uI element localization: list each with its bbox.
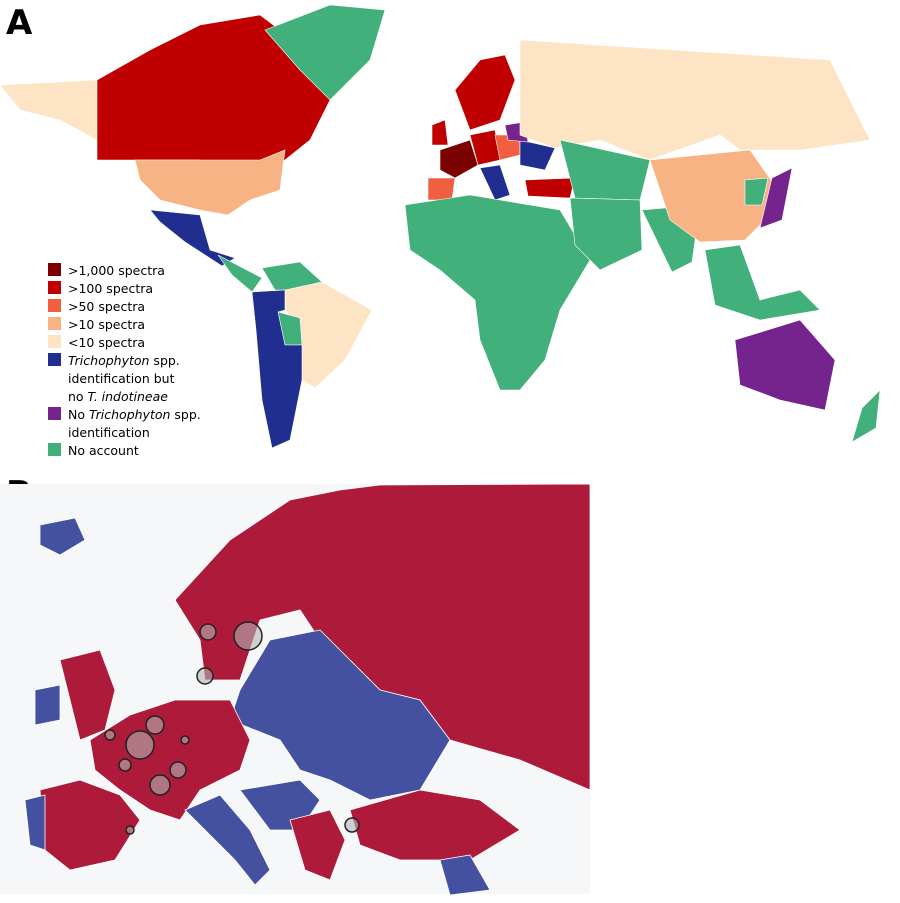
legend-swatch <box>48 263 61 276</box>
turkey <box>524 177 576 199</box>
panel-label: A <box>6 3 33 43</box>
middle-east <box>569 197 643 271</box>
legend-text: no <box>68 389 88 404</box>
iceland <box>39 517 86 556</box>
legend-swatch <box>48 317 61 330</box>
ireland <box>34 684 61 726</box>
site-marker <box>125 825 135 835</box>
legend-label: >10 spectra <box>68 317 145 332</box>
legend-label: >100 spectra <box>68 281 153 296</box>
site-marker <box>125 730 155 760</box>
australia <box>734 319 836 411</box>
legend-text: identification <box>68 425 150 440</box>
greece <box>289 809 346 881</box>
legend-label: no T. indotineae <box>68 389 168 404</box>
legend-swatch <box>48 407 61 420</box>
legend-text: Trichophyton <box>89 407 171 422</box>
west-south-america <box>251 289 303 449</box>
legend-label: Trichophyton spp. <box>68 353 180 368</box>
africa <box>404 194 591 391</box>
legend: >1,000 spectra >100 spectra >50 spectra >10… <box>48 263 201 458</box>
iberia <box>39 779 141 871</box>
legend-text: spp. <box>149 353 179 368</box>
legend-swatch <box>48 281 61 294</box>
legend-swatch <box>48 335 61 348</box>
site-marker <box>145 715 165 735</box>
legend-text: >10 spectra <box>68 317 145 332</box>
legend-text: >100 spectra <box>68 281 153 296</box>
new-zealand <box>851 389 881 443</box>
site-marker <box>104 729 116 741</box>
legend-label: >1,000 spectra <box>68 263 165 278</box>
legend-label: <10 spectra <box>68 335 145 350</box>
legend-text: spp. <box>170 407 200 422</box>
site-marker <box>233 621 263 651</box>
legend-text: >1,000 spectra <box>68 263 165 278</box>
europe-map <box>0 483 591 896</box>
legend-text: No account <box>68 443 139 458</box>
site-marker <box>180 735 190 745</box>
turkey <box>349 789 521 861</box>
legend-label: identification <box>68 425 150 440</box>
italy <box>479 164 511 201</box>
korea <box>744 177 769 206</box>
legend-label: No Trichophyton spp. <box>68 407 201 422</box>
site-marker <box>196 667 214 685</box>
site-marker <box>118 758 132 772</box>
legend-swatch <box>48 299 61 312</box>
russia <box>519 39 871 161</box>
usa <box>134 149 286 216</box>
site-marker <box>199 623 217 641</box>
levant <box>439 854 491 896</box>
ukraine <box>519 139 556 171</box>
italy <box>184 794 271 886</box>
southeast-asia <box>704 244 821 321</box>
central-america <box>217 254 263 293</box>
site-marker <box>169 761 187 779</box>
uk <box>59 649 116 741</box>
greenland <box>264 4 386 101</box>
legend-label: No account <box>68 443 139 458</box>
site-marker <box>149 774 171 796</box>
legend-text: No <box>68 407 89 422</box>
legend-label: >50 spectra <box>68 299 145 314</box>
site-marker <box>344 817 360 833</box>
legend-swatch <box>48 443 61 456</box>
legend-text: T. indotineae <box>88 389 169 404</box>
world-map <box>0 4 881 449</box>
legend-text: identification but <box>68 371 175 386</box>
alaska <box>0 79 98 141</box>
japan <box>759 167 793 229</box>
legend-label: identification but <box>68 371 175 386</box>
uk <box>431 119 449 146</box>
legend-text: >50 spectra <box>68 299 145 314</box>
legend-text: Trichophyton <box>68 353 150 368</box>
iberia <box>427 177 456 201</box>
legend-text: <10 spectra <box>68 335 145 350</box>
scandinavia <box>454 54 516 131</box>
legend-swatch <box>48 353 61 366</box>
china <box>649 149 786 243</box>
western-europe <box>89 699 251 821</box>
portugal <box>24 794 46 851</box>
france <box>439 139 479 179</box>
